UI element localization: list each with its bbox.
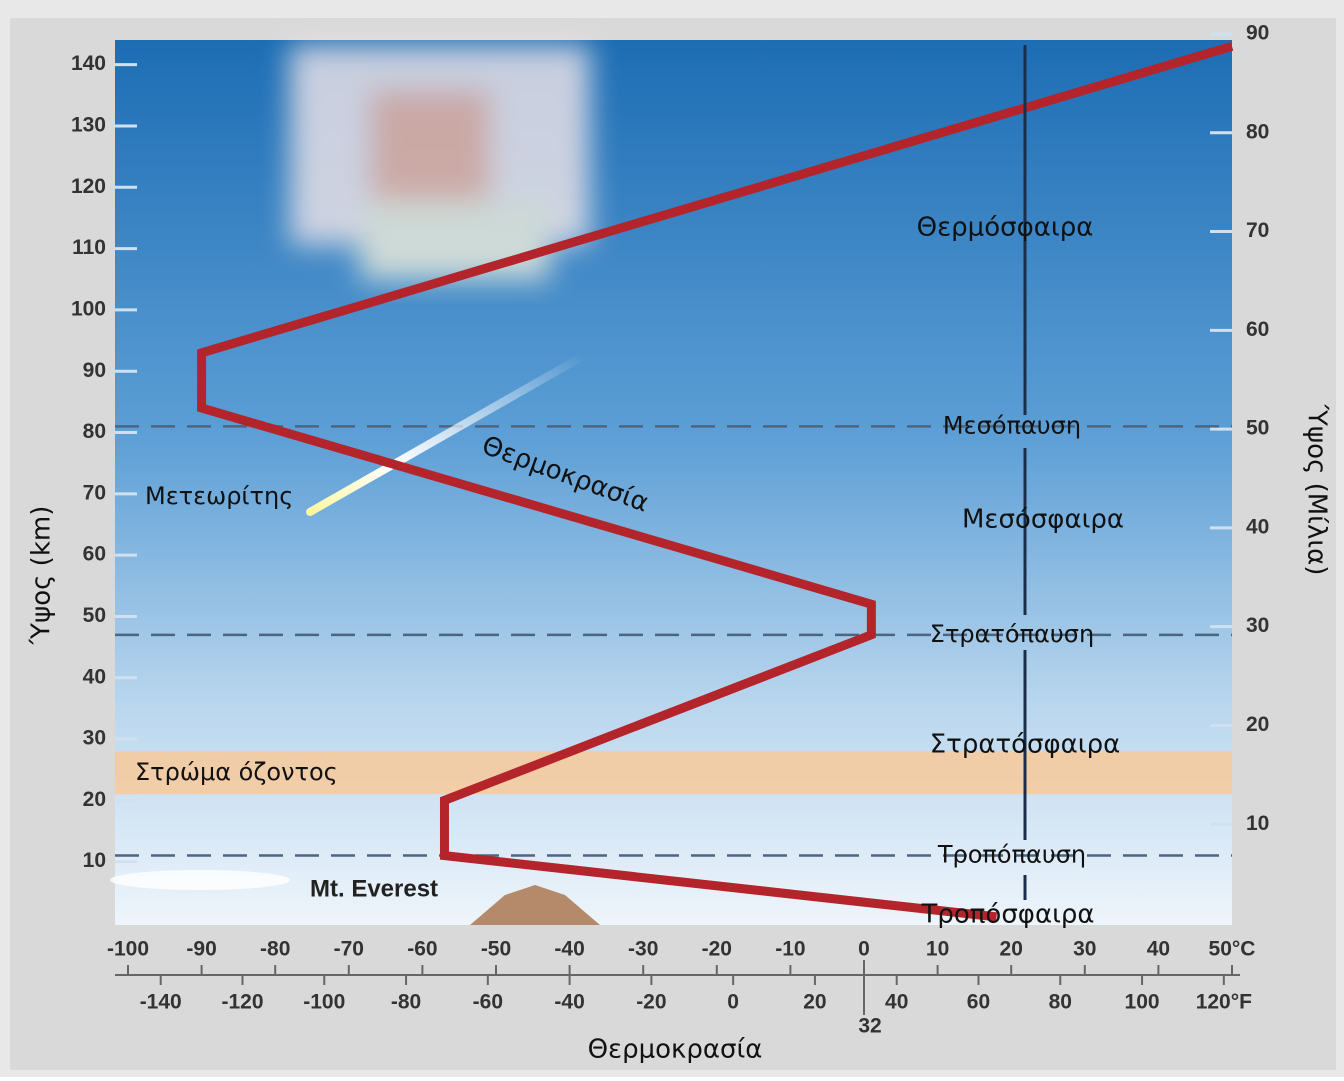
x-tick-label: -40 — [554, 938, 584, 961]
x-tick-label: -80 — [260, 938, 290, 961]
boundary-label: Στρατόπαυση — [930, 620, 1094, 648]
y-tick-label: 10 — [83, 849, 106, 872]
y-tick-label: 60 — [83, 543, 106, 566]
y-tick-label: 20 — [83, 788, 106, 811]
x2-tick-label: -120 — [221, 991, 263, 1014]
x-tick-label: -30 — [628, 938, 658, 961]
y-axis-title: Ύψος (km) — [27, 506, 57, 646]
x-tick-label: 0 — [858, 938, 870, 961]
x2-tick-label: 40 — [885, 991, 908, 1014]
x-tick-label: -60 — [407, 938, 437, 961]
x2-tick-label: 60 — [967, 991, 990, 1014]
x2-tick-label: -20 — [636, 991, 666, 1014]
x-tick-label: -10 — [775, 938, 805, 961]
x-tick-label: -50 — [481, 938, 511, 961]
y2-tick-label: 70 — [1246, 219, 1269, 242]
y-tick-label: 110 — [72, 236, 106, 259]
y-tick-label: 100 — [71, 297, 106, 320]
x2-tick-label: 20 — [803, 991, 826, 1014]
x-tick-label: 20 — [1000, 938, 1023, 961]
y2-tick-label: 40 — [1246, 515, 1269, 538]
y2-tick-label: 60 — [1246, 318, 1269, 341]
y-tick-label: 50 — [83, 604, 106, 627]
y-tick-label: 40 — [83, 665, 106, 688]
x2-tick-label: 120°F — [1196, 991, 1252, 1014]
x-tick-label: -70 — [334, 938, 364, 961]
x2-tick-label: -60 — [473, 991, 503, 1014]
y2-tick-label: 30 — [1246, 614, 1269, 637]
annotation: Μετεωρίτης — [145, 482, 293, 510]
chart: Θερμόσφαιρα Μεσόσφαιρα Στρατόσφαιρα Τροπ… — [0, 0, 1344, 1077]
annotation: Mt. Everest — [310, 875, 438, 902]
x2-tick-label: -80 — [391, 991, 421, 1014]
layer-label: Μεσόσφαιρα — [962, 505, 1124, 535]
x2-tick-label: -140 — [140, 991, 182, 1014]
x-axis-title: Θερμοκρασία — [588, 1035, 763, 1065]
y2-tick-label: 80 — [1246, 120, 1269, 143]
y2-tick-label: 90 — [1246, 22, 1269, 45]
y-tick-label: 120 — [71, 175, 106, 198]
x2-tick-label: 100 — [1125, 991, 1160, 1014]
x-tick-label: -100 — [107, 938, 149, 961]
y2-tick-label: 10 — [1246, 812, 1269, 835]
boundary-label: Μεσόπαυση — [943, 411, 1081, 439]
y-tick-label: 30 — [83, 727, 106, 750]
y-tick-label: 70 — [83, 481, 106, 504]
layer-label: Τροπόσφαιρα — [920, 900, 1094, 930]
x-tick-label: 40 — [1147, 938, 1170, 961]
x-tick-label: -20 — [702, 938, 732, 961]
y-tick-label: 90 — [83, 359, 106, 382]
x-tick-label: 50°C — [1209, 938, 1256, 961]
ozone-label: Στρώμα όζοντος — [135, 758, 338, 786]
layer-label: Θερμόσφαιρα — [917, 213, 1094, 243]
y-tick-label: 140 — [71, 52, 106, 75]
boundary-label: Τροπόπαυση — [937, 841, 1086, 869]
x2-tick-label: -100 — [303, 991, 345, 1014]
x-tick-label: -90 — [186, 938, 216, 961]
y2-axis-title: Ύψος (Μίλια) — [1302, 404, 1332, 576]
x2-tick-label: 0 — [727, 991, 739, 1014]
y-tick-label: 130 — [71, 114, 106, 137]
aurora — [290, 45, 590, 280]
x2-tick-label: 80 — [1049, 991, 1072, 1014]
layer-label: Στρατόσφαιρα — [930, 730, 1121, 760]
x2-extra-tick-label: 32 — [858, 1015, 881, 1038]
y2-tick-label: 20 — [1246, 713, 1269, 736]
x2-tick-label: -40 — [554, 991, 584, 1014]
y2-tick-label: 50 — [1246, 417, 1269, 440]
y-tick-label: 80 — [83, 420, 106, 443]
x-tick-label: 30 — [1073, 938, 1096, 961]
x-tick-label: 10 — [926, 938, 949, 961]
cloud — [110, 870, 290, 890]
